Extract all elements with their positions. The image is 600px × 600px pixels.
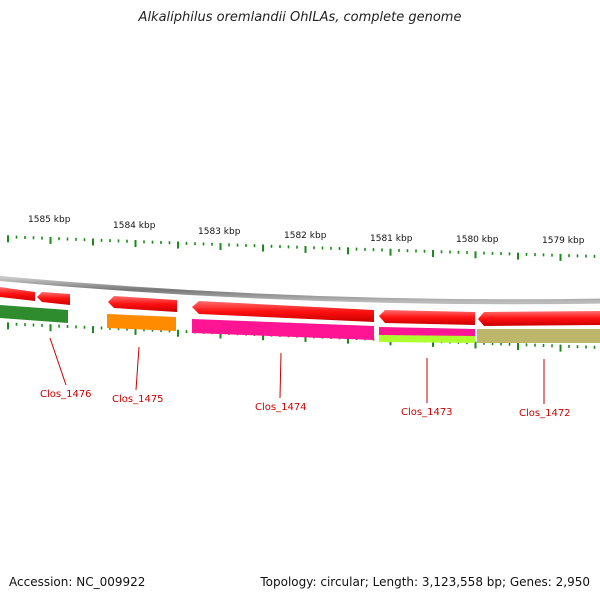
gene-label-clos-1473[interactable]: Clos_1473 bbox=[401, 407, 453, 418]
gene-label-clos-1474[interactable]: Clos_1474 bbox=[255, 402, 307, 413]
kbp-label: 1579 kbp bbox=[542, 236, 585, 246]
gene-arrow[interactable] bbox=[0, 287, 35, 301]
leader-line bbox=[279, 352, 282, 399]
genome-summary-text: Topology: circular; Length: 3,123,558 bp… bbox=[260, 575, 590, 589]
strand-genes bbox=[0, 287, 600, 326]
kbp-label: 1584 kbp bbox=[113, 221, 156, 231]
cog-bar-clos-1472[interactable] bbox=[477, 329, 600, 343]
kbp-label: 1583 kbp bbox=[198, 227, 241, 237]
kbp-label: 1580 kbp bbox=[456, 235, 499, 245]
gene-arrow[interactable] bbox=[108, 296, 177, 312]
genome-backbone bbox=[0, 275, 600, 305]
accession-text: Accession: NC_009922 bbox=[9, 575, 146, 589]
gene-label-clos-1475[interactable]: Clos_1475 bbox=[112, 394, 164, 405]
gene-label-clos-1472[interactable]: Clos_1472 bbox=[519, 408, 571, 419]
genome-title: Alkaliphilus oremlandii OhILAs, complete… bbox=[138, 10, 462, 25]
gene-arrow[interactable] bbox=[37, 292, 70, 305]
kbp-label: 1582 kbp bbox=[284, 231, 327, 241]
cog-bar-clos-1475[interactable] bbox=[107, 314, 176, 331]
tick-row-upper bbox=[7, 235, 596, 261]
gene-arrow[interactable] bbox=[379, 310, 475, 325]
gene-labels: Clos_1476 Clos_1475 Clos_1474 Clos_1473 … bbox=[40, 337, 571, 419]
kbp-label: 1581 kbp bbox=[370, 234, 413, 244]
cog-bar-clos-1476[interactable] bbox=[0, 305, 68, 323]
gene-label-clos-1476[interactable]: Clos_1476 bbox=[40, 389, 92, 400]
cog-bar-clos-1474[interactable] bbox=[192, 319, 374, 340]
kbp-label: 1585 kbp bbox=[28, 215, 71, 225]
kbp-labels: 1585 kbp 1584 kbp 1583 kbp 1582 kbp 1581… bbox=[28, 215, 585, 246]
gene-arrow[interactable] bbox=[192, 301, 374, 322]
leader-line bbox=[49, 337, 67, 386]
gene-arrow[interactable] bbox=[478, 311, 600, 326]
leader-line bbox=[135, 346, 140, 391]
cog-bars bbox=[0, 305, 600, 343]
cog-bar-clos-1473-secondary[interactable] bbox=[379, 335, 475, 343]
